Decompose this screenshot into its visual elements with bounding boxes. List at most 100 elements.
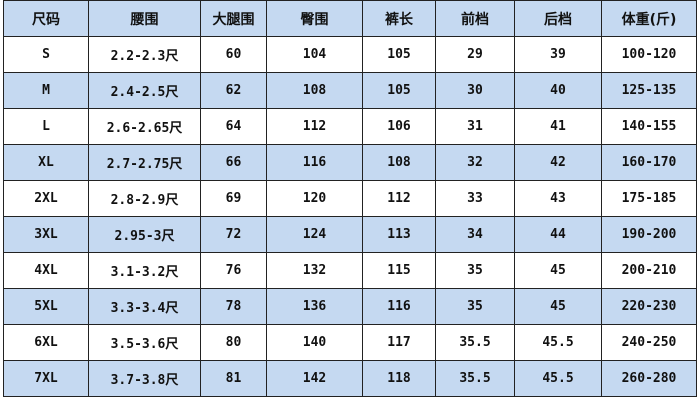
cell-thigh: 69 bbox=[200, 180, 267, 217]
cell-weight: 175-185 bbox=[601, 180, 697, 217]
cell-length: 113 bbox=[362, 216, 436, 253]
table-row: 3XL 2.95-3尺 72 124 113 34 44 190-200 bbox=[3, 216, 697, 253]
cell-hip: 124 bbox=[266, 216, 363, 253]
cell-back-rise: 40 bbox=[514, 72, 602, 109]
cell-back-rise: 39 bbox=[514, 36, 602, 73]
cell-size: 6XL bbox=[3, 324, 89, 361]
cell-thigh: 80 bbox=[200, 324, 267, 361]
cell-hip: 140 bbox=[266, 324, 363, 361]
cell-length: 116 bbox=[362, 288, 436, 325]
cell-weight: 100-120 bbox=[601, 36, 697, 73]
cell-waist: 2.4-2.5尺 bbox=[88, 72, 201, 109]
cell-waist: 3.7-3.8尺 bbox=[88, 360, 201, 397]
cell-length: 105 bbox=[362, 36, 436, 73]
cell-front-rise: 35 bbox=[435, 252, 515, 289]
cell-hip: 104 bbox=[266, 36, 363, 73]
cell-thigh: 62 bbox=[200, 72, 267, 109]
cell-hip: 116 bbox=[266, 144, 363, 181]
cell-front-rise: 30 bbox=[435, 72, 515, 109]
header-length: 裤长 bbox=[362, 0, 436, 37]
cell-back-rise: 45 bbox=[514, 288, 602, 325]
cell-hip: 108 bbox=[266, 72, 363, 109]
header-front-rise: 前档 bbox=[435, 0, 515, 37]
cell-size: 3XL bbox=[3, 216, 89, 253]
cell-waist: 3.5-3.6尺 bbox=[88, 324, 201, 361]
cell-front-rise: 35.5 bbox=[435, 324, 515, 361]
cell-weight: 160-170 bbox=[601, 144, 697, 181]
cell-hip: 136 bbox=[266, 288, 363, 325]
cell-waist: 2.7-2.75尺 bbox=[88, 144, 201, 181]
header-size: 尺码 bbox=[3, 0, 89, 37]
cell-back-rise: 45 bbox=[514, 252, 602, 289]
cell-size: 2XL bbox=[3, 180, 89, 217]
cell-back-rise: 44 bbox=[514, 216, 602, 253]
cell-thigh: 66 bbox=[200, 144, 267, 181]
cell-front-rise: 31 bbox=[435, 108, 515, 145]
cell-size: L bbox=[3, 108, 89, 145]
cell-thigh: 81 bbox=[200, 360, 267, 397]
cell-front-rise: 34 bbox=[435, 216, 515, 253]
table-row: S 2.2-2.3尺 60 104 105 29 39 100-120 bbox=[3, 36, 697, 73]
header-back-rise: 后档 bbox=[514, 0, 602, 37]
cell-length: 115 bbox=[362, 252, 436, 289]
cell-thigh: 60 bbox=[200, 36, 267, 73]
cell-front-rise: 32 bbox=[435, 144, 515, 181]
cell-back-rise: 45.5 bbox=[514, 324, 602, 361]
cell-thigh: 64 bbox=[200, 108, 267, 145]
cell-back-rise: 43 bbox=[514, 180, 602, 217]
cell-weight: 240-250 bbox=[601, 324, 697, 361]
cell-waist: 3.1-3.2尺 bbox=[88, 252, 201, 289]
cell-front-rise: 29 bbox=[435, 36, 515, 73]
table-row: L 2.6-2.65尺 64 112 106 31 41 140-155 bbox=[3, 108, 697, 145]
cell-front-rise: 35.5 bbox=[435, 360, 515, 397]
table-row: XL 2.7-2.75尺 66 116 108 32 42 160-170 bbox=[3, 144, 697, 181]
cell-length: 112 bbox=[362, 180, 436, 217]
cell-weight: 140-155 bbox=[601, 108, 697, 145]
cell-back-rise: 42 bbox=[514, 144, 602, 181]
cell-back-rise: 45.5 bbox=[514, 360, 602, 397]
cell-size: XL bbox=[3, 144, 89, 181]
cell-thigh: 76 bbox=[200, 252, 267, 289]
cell-waist: 2.6-2.65尺 bbox=[88, 108, 201, 145]
cell-size: 7XL bbox=[3, 360, 89, 397]
header-row: 尺码 腰围 大腿围 臀围 裤长 前档 后档 体重(斤) bbox=[3, 0, 697, 37]
cell-length: 108 bbox=[362, 144, 436, 181]
table-row: 7XL 3.7-3.8尺 81 142 118 35.5 45.5 260-280 bbox=[3, 360, 697, 397]
cell-weight: 260-280 bbox=[601, 360, 697, 397]
cell-length: 118 bbox=[362, 360, 436, 397]
cell-front-rise: 33 bbox=[435, 180, 515, 217]
table-row: 4XL 3.1-3.2尺 76 132 115 35 45 200-210 bbox=[3, 252, 697, 289]
header-hip: 臀围 bbox=[266, 0, 363, 37]
cell-back-rise: 41 bbox=[514, 108, 602, 145]
cell-waist: 2.2-2.3尺 bbox=[88, 36, 201, 73]
cell-weight: 200-210 bbox=[601, 252, 697, 289]
header-thigh: 大腿围 bbox=[200, 0, 267, 37]
cell-front-rise: 35 bbox=[435, 288, 515, 325]
cell-thigh: 78 bbox=[200, 288, 267, 325]
table-row: 5XL 3.3-3.4尺 78 136 116 35 45 220-230 bbox=[3, 288, 697, 325]
cell-hip: 120 bbox=[266, 180, 363, 217]
table-row: 2XL 2.8-2.9尺 69 120 112 33 43 175-185 bbox=[3, 180, 697, 217]
cell-length: 106 bbox=[362, 108, 436, 145]
cell-size: S bbox=[3, 36, 89, 73]
cell-length: 117 bbox=[362, 324, 436, 361]
cell-thigh: 72 bbox=[200, 216, 267, 253]
cell-waist: 3.3-3.4尺 bbox=[88, 288, 201, 325]
cell-hip: 142 bbox=[266, 360, 363, 397]
cell-size: M bbox=[3, 72, 89, 109]
cell-length: 105 bbox=[362, 72, 436, 109]
cell-size: 4XL bbox=[3, 252, 89, 289]
header-weight: 体重(斤) bbox=[601, 0, 697, 37]
table-row: 6XL 3.5-3.6尺 80 140 117 35.5 45.5 240-250 bbox=[3, 324, 697, 361]
size-chart-table: 尺码 腰围 大腿围 臀围 裤长 前档 后档 体重(斤) S 2.2-2.3尺 60 104 105 29… bbox=[3, 0, 697, 397]
cell-weight: 125-135 bbox=[601, 72, 697, 109]
header-waist: 腰围 bbox=[88, 0, 201, 37]
table-row: M 2.4-2.5尺 62 108 105 30 40 125-135 bbox=[3, 72, 697, 109]
cell-weight: 220-230 bbox=[601, 288, 697, 325]
cell-weight: 190-200 bbox=[601, 216, 697, 253]
cell-waist: 2.8-2.9尺 bbox=[88, 180, 201, 217]
cell-size: 5XL bbox=[3, 288, 89, 325]
cell-waist: 2.95-3尺 bbox=[88, 216, 201, 253]
cell-hip: 132 bbox=[266, 252, 363, 289]
cell-hip: 112 bbox=[266, 108, 363, 145]
